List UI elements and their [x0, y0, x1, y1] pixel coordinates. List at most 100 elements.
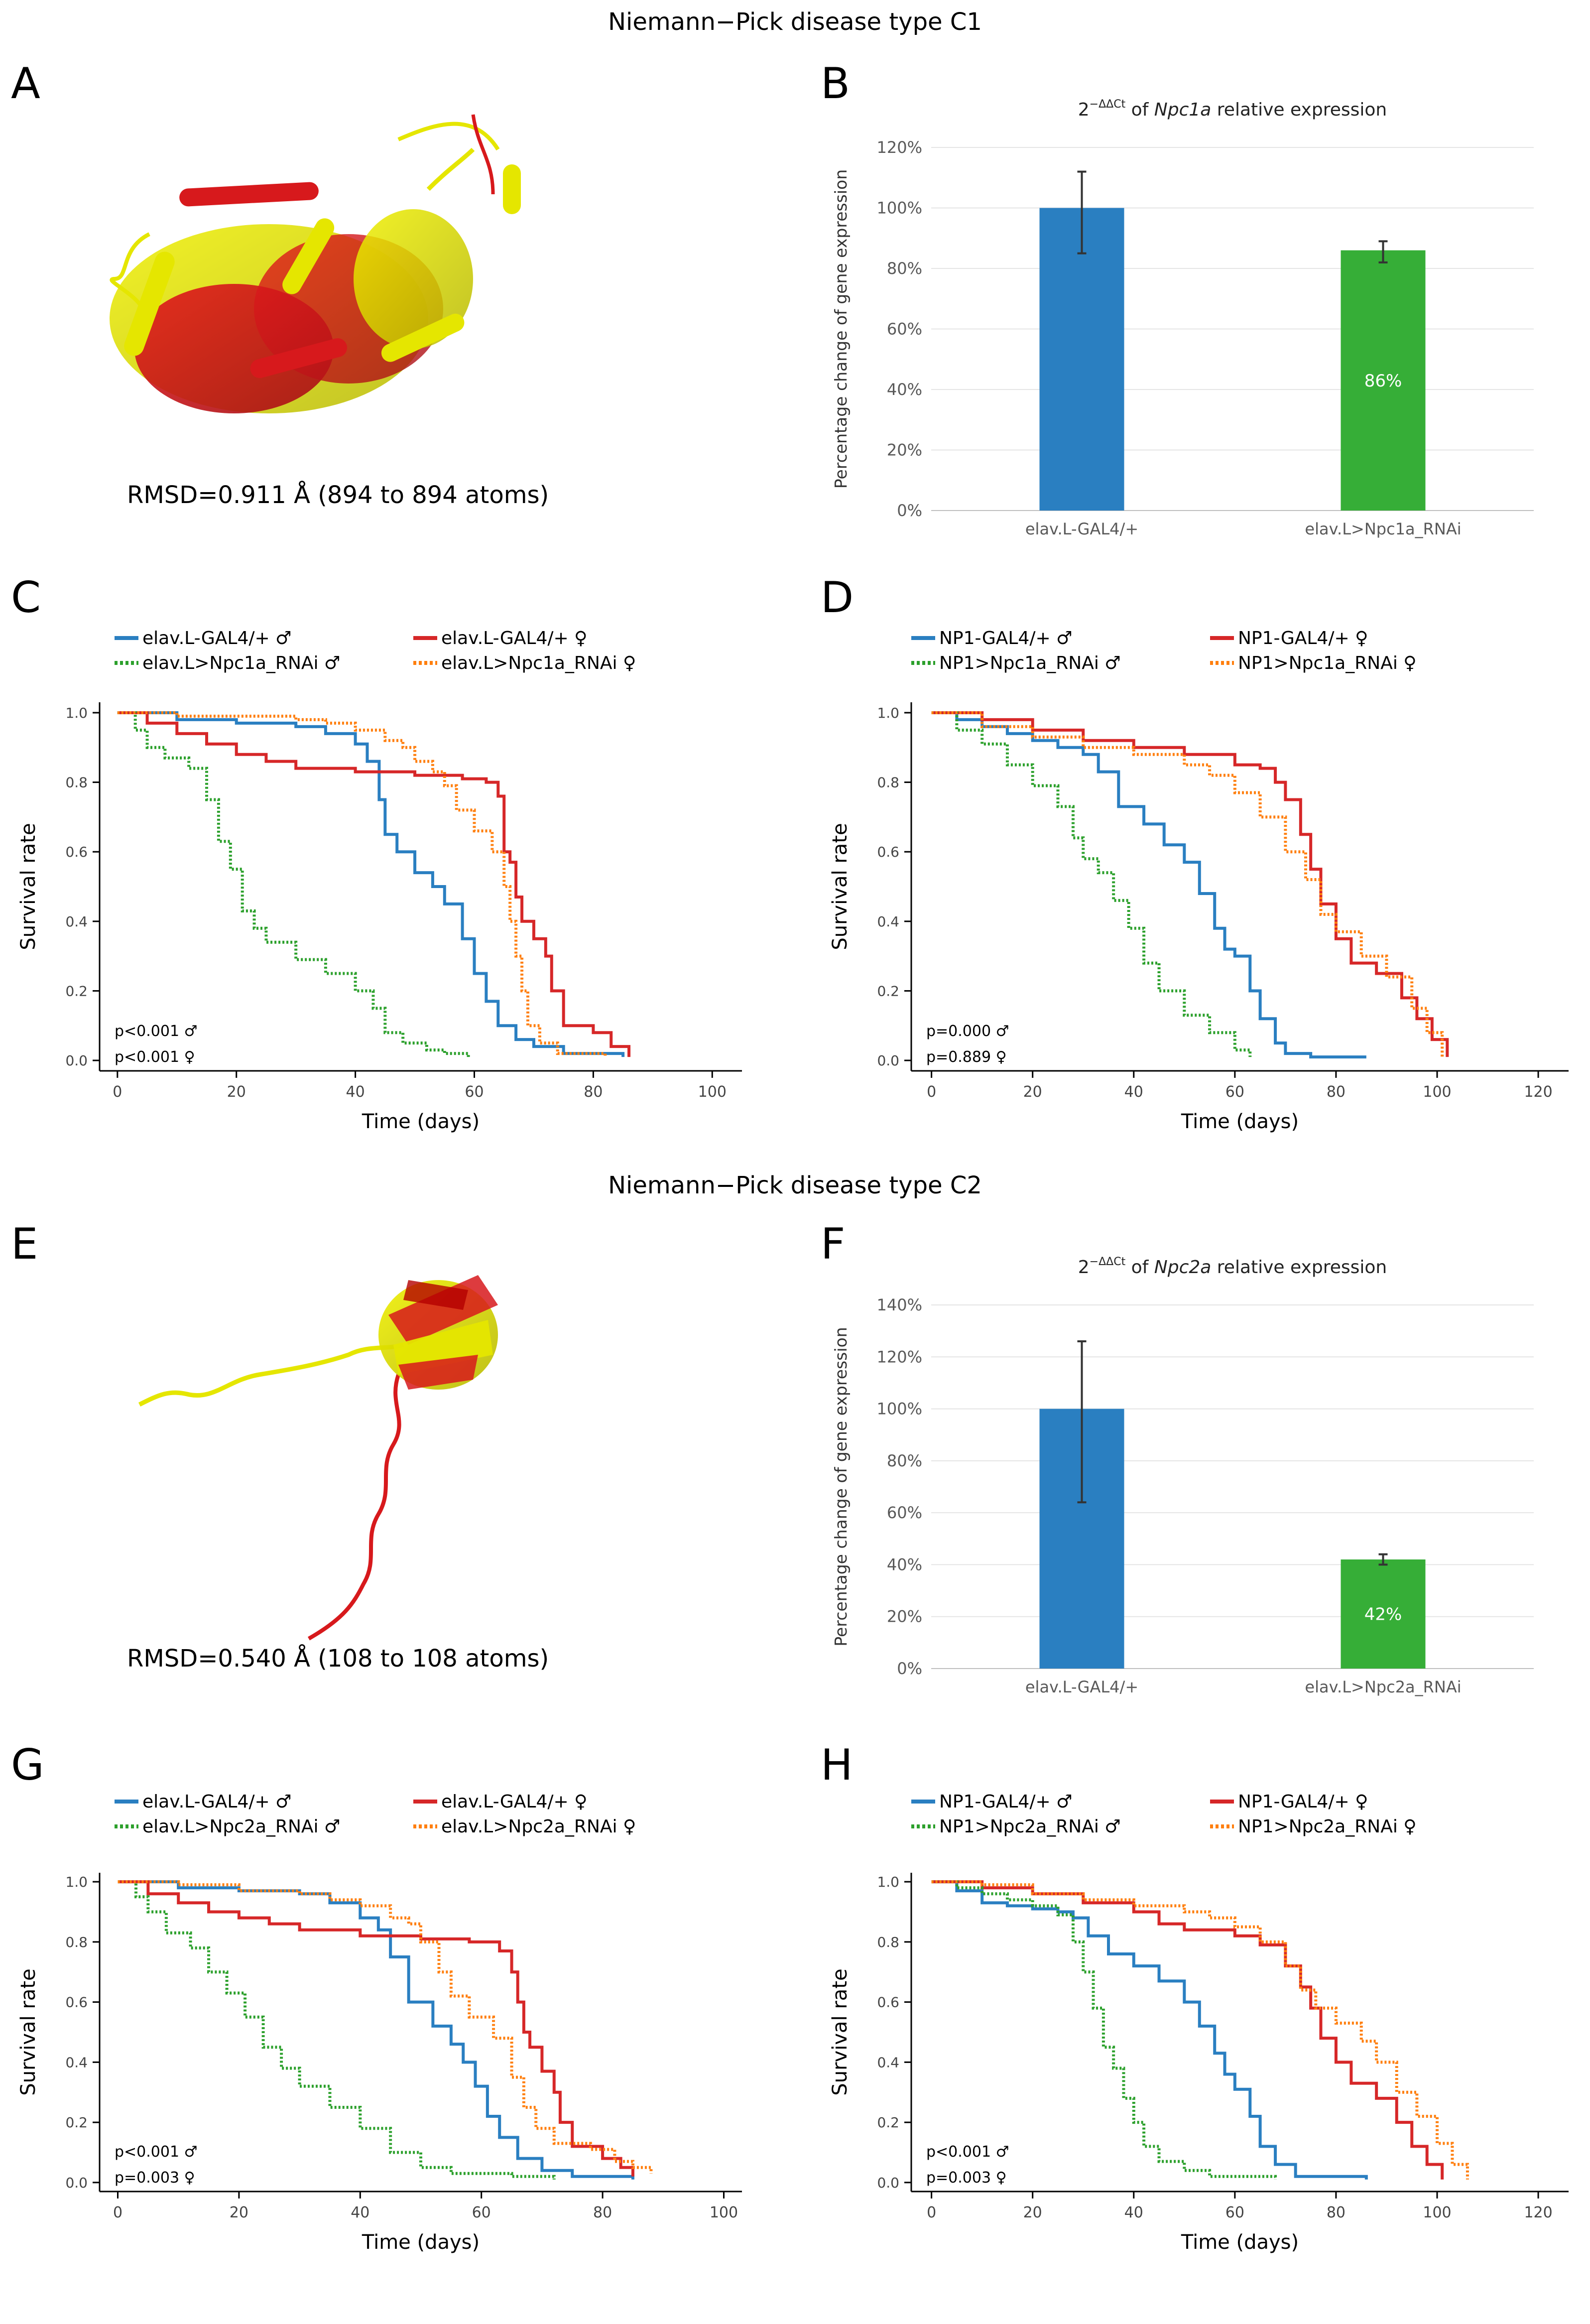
x-tick-label: 120 — [1524, 1083, 1552, 1101]
title-gene: Npc2a — [1154, 1257, 1212, 1278]
x-tick-label: 100 — [1423, 1083, 1451, 1101]
section-title-c2: Niemann−Pick disease type C2 — [608, 1171, 982, 1199]
bar — [1341, 1559, 1426, 1669]
panel-label-d: D — [821, 573, 854, 623]
y-tick-label: 40% — [887, 1555, 922, 1574]
title-suffix: relative expression — [1211, 1257, 1387, 1278]
y-tick-label: 0.0 — [877, 2175, 899, 2191]
x-tick-label: 120 — [1524, 2204, 1552, 2221]
bar-chart-f: 0% 20% 40% 60% 80% 100% 120% 140% 2−ΔΔCt of Npc2… — [831, 1256, 1534, 1696]
x-tick-label: 100 — [698, 1083, 727, 1101]
x-tick-label: 60 — [465, 1083, 484, 1101]
y-tick-label: 1.0 — [877, 1874, 899, 1890]
y-tick-label: 0.2 — [65, 983, 88, 999]
legend-label: elav.L-GAL4/+ ♂ — [142, 1792, 291, 1812]
survival-curve — [117, 711, 631, 1057]
x-tick-label: 60 — [1225, 1083, 1244, 1101]
survival-curve — [931, 1880, 1277, 2180]
x-tick-label: 20 — [1023, 2204, 1042, 2221]
section-title-c1: Niemann−Pick disease type C1 — [608, 8, 982, 36]
y-tick-label: 60% — [887, 320, 922, 339]
survival-curve — [118, 1880, 653, 2174]
x-tick-label: 100 — [1423, 2204, 1451, 2221]
bar — [1341, 250, 1426, 511]
bar — [1039, 208, 1124, 511]
survival-curve — [931, 1880, 1444, 2180]
x-tick-label: 100 — [710, 2204, 738, 2221]
x-tick-label: 60 — [472, 2204, 491, 2221]
x-tick-label: 40 — [346, 1083, 365, 1101]
title-superscript: −ΔΔCt — [1090, 98, 1126, 111]
x-tick-label: 0 — [927, 2204, 936, 2221]
y-axis-label: Percentage change of gene expression — [831, 1327, 851, 1646]
y-tick-label: 80% — [887, 259, 922, 278]
x-tick-label: 80 — [1327, 1083, 1345, 1101]
survival-chart-h: 0 20 40 60 80 100 120 0.0 0.2 0.4 0.6 0.8 1.0 Time (d… — [829, 1792, 1569, 2254]
legend-label: elav.L>Npc1a_RNAi ♀ — [441, 653, 636, 673]
y-tick-label: 40% — [887, 380, 922, 399]
x-axis-label: Time (days) — [1181, 2231, 1299, 2254]
y-tick-label: 100% — [877, 199, 922, 218]
panel-label-a: A — [11, 59, 40, 109]
y-axis-label: Survival rate — [17, 823, 40, 950]
x-tick-label: 20 — [230, 2204, 248, 2221]
y-tick-label: 0.2 — [877, 983, 899, 999]
x-tick-label: 0 — [113, 1083, 122, 1101]
panel-label-e: E — [11, 1219, 38, 1269]
title-superscript: −ΔΔCt — [1090, 1256, 1126, 1268]
y-tick-label: 100% — [877, 1400, 922, 1419]
y-tick-label: 140% — [877, 1295, 922, 1314]
title-of: of — [1125, 100, 1154, 120]
survival-curve — [118, 1880, 556, 2180]
x-tick-label: 80 — [593, 2204, 612, 2221]
p-value-label: p=0.003 ♀ — [926, 2169, 1007, 2187]
y-tick-label: 0.6 — [65, 1994, 88, 2011]
chart-title: 2−ΔΔCt of Npc2a relative expression — [1078, 1256, 1387, 1278]
data-label: 42% — [1364, 1605, 1402, 1625]
p-value-label: p<0.001 ♂ — [115, 2143, 198, 2161]
y-tick-label: 0% — [897, 1659, 922, 1678]
y-tick-label: 0.4 — [877, 913, 899, 930]
survival-curve — [117, 711, 470, 1057]
legend-label: NP1>Npc1a_RNAi ♀ — [1238, 653, 1417, 673]
title-base: 2 — [1078, 1257, 1090, 1278]
survival-chart-c: 0 20 40 60 80 100 0.0 0.2 0.4 0.6 0.8 1.0 Time (days… — [17, 628, 742, 1133]
x-axis-label: Time (days) — [362, 2231, 480, 2254]
legend-label: elav.L-GAL4/+ ♀ — [441, 628, 587, 648]
y-tick-label: 0.8 — [877, 775, 899, 791]
title-suffix: relative expression — [1211, 100, 1387, 120]
y-tick-label: 0.4 — [65, 913, 88, 930]
x-tick-label: elav.L>Npc1a_RNAi — [1305, 519, 1461, 538]
x-tick-label: 0 — [113, 2204, 122, 2221]
x-tick-label: elav.L-GAL4/+ — [1025, 1678, 1138, 1696]
x-tick-label: 80 — [584, 1083, 603, 1101]
y-tick-label: 0.0 — [65, 2175, 88, 2191]
rmsd-label-npc1: RMSD=0.911 Å (894 to 894 atoms) — [127, 481, 549, 509]
y-tick-label: 20% — [887, 441, 922, 460]
p-value-label: p=0.003 ♀ — [115, 2169, 195, 2187]
survival-curve — [931, 1880, 1368, 2180]
y-tick-label: 0.0 — [65, 1052, 88, 1069]
legend-label: elav.L>Npc1a_RNAi ♂ — [142, 653, 340, 673]
x-axis-label: Time (days) — [1181, 1110, 1299, 1133]
y-axis-label: Survival rate — [829, 823, 852, 950]
panel-label-h: H — [821, 1740, 853, 1790]
legend-label: elav.L-GAL4/+ ♀ — [441, 1792, 587, 1812]
y-axis-label: Percentage change of gene expression — [831, 169, 851, 489]
legend-label: elav.L-GAL4/+ ♂ — [142, 628, 291, 648]
y-tick-label: 0.6 — [877, 844, 899, 860]
legend-label: NP1-GAL4/+ ♀ — [1238, 1792, 1368, 1812]
survival-curve — [931, 711, 1366, 1059]
legend-label: NP1-GAL4/+ ♂ — [939, 1792, 1072, 1812]
legend-label: NP1>Npc2a_RNAi ♂ — [939, 1816, 1121, 1837]
p-value-label: p<0.001 ♂ — [926, 2143, 1009, 2161]
y-tick-label: 0.0 — [877, 1052, 899, 1069]
survival-curve — [931, 711, 1444, 1057]
y-tick-label: 120% — [877, 138, 922, 157]
x-tick-label: 20 — [1023, 1083, 1042, 1101]
panel-label-f: F — [821, 1219, 846, 1269]
x-axis-label: Time (days) — [362, 1110, 480, 1133]
panel-label-b: B — [821, 59, 850, 109]
data-label: 86% — [1364, 371, 1402, 391]
y-tick-label: 0.6 — [877, 1994, 899, 2011]
